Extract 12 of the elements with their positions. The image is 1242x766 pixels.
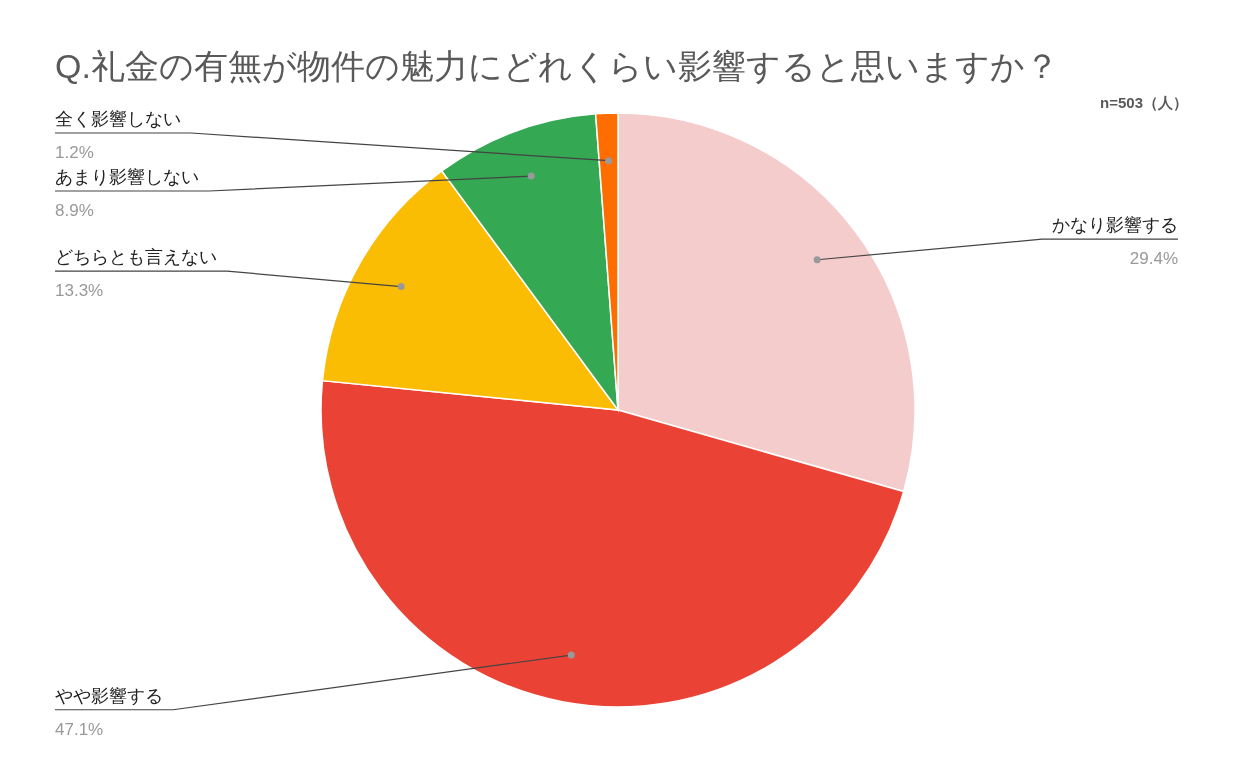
data-label: 29.4% <box>1129 249 1178 269</box>
data-label: 8.9% <box>55 201 94 220</box>
data-label: 13.3% <box>55 281 104 301</box>
text: n=503（人） <box>1100 94 1188 111</box>
chart-title: Q.礼金の有無が物件の魅力にどれくらい影響すると思いますか？ <box>55 47 1059 85</box>
slice-label: あまり影響しない <box>55 167 199 187</box>
slice-label: どちらとも言えない <box>55 247 217 268</box>
slice-label: やや影響する <box>55 685 163 706</box>
slice-label: かなり影響する <box>1052 215 1178 236</box>
data-label: 1.2% <box>55 143 94 162</box>
data-label: 47.1% <box>55 719 104 739</box>
slice-label: 全く影響しない <box>55 109 181 129</box>
